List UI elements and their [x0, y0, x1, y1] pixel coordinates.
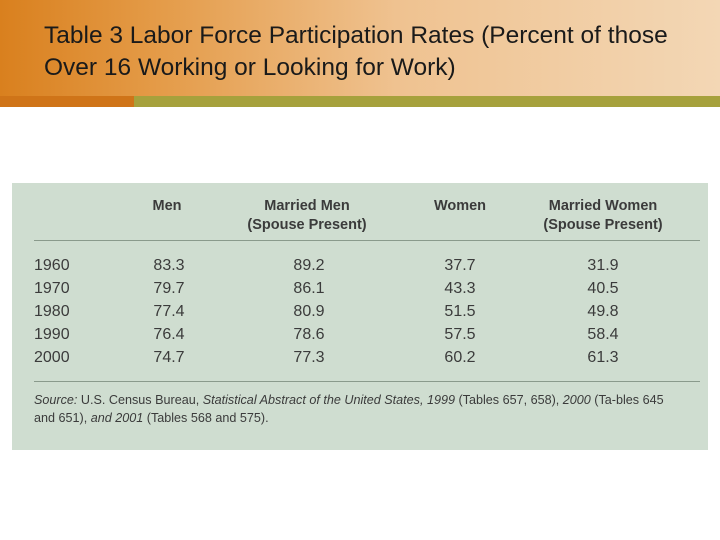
source-text: (Tables 657, 658), [454, 393, 563, 407]
header-line2: (Spouse Present) [543, 217, 663, 233]
accent-bar-olive [134, 96, 720, 107]
header-divider [34, 240, 700, 241]
row-year: 1990 [34, 326, 70, 343]
column-header-men: Men [122, 197, 212, 216]
table-cell: 58.4 [587, 326, 619, 343]
header-line2: Women [433, 198, 487, 214]
row-year: 1970 [34, 280, 70, 297]
table-cell: 77.3 [293, 349, 325, 366]
source-title: 2000 [562, 393, 591, 407]
table-cell: 49.8 [587, 303, 619, 320]
source-title: Statistical Abstract of the United State… [202, 393, 455, 407]
table-cell: 80.9 [293, 303, 325, 320]
source-text: (Ta-bles 645 and 651), [34, 393, 664, 425]
row-year: 1960 [34, 257, 70, 274]
slide-title: Table 3 Labor Force Participation Rates … [44, 22, 668, 81]
accent-bar-orange [0, 96, 134, 107]
source-label: Source: [34, 393, 78, 407]
table-cell: 83.3 [153, 257, 185, 274]
table-cell: 78.6 [293, 326, 325, 343]
row-year: 2000 [34, 349, 70, 366]
source-title: and 2001 [90, 411, 144, 425]
table-cell: 43.3 [444, 280, 476, 297]
column-header-married-women: Married Women (Spouse Present) [527, 197, 679, 235]
row-year: 1980 [34, 303, 70, 320]
table-cell: 89.2 [293, 257, 325, 274]
table-cell: 86.1 [293, 280, 325, 297]
table-cell: 61.3 [587, 349, 619, 366]
header-line2: Men [152, 198, 182, 214]
source-text: (Tables 568 and 575). [143, 411, 269, 425]
table-cell: 57.5 [444, 326, 476, 343]
header-line1: Married Men [264, 198, 350, 214]
table-cell: 76.4 [153, 326, 185, 343]
table-cell: 79.7 [153, 280, 185, 297]
header-line2: (Spouse Present) [247, 217, 367, 233]
title-banner [0, 0, 720, 107]
table-cell: 60.2 [444, 349, 476, 366]
table-cell: 37.7 [444, 257, 476, 274]
source-note: Source: U.S. Census Bureau, Statistical … [34, 391, 684, 427]
source-divider [34, 381, 700, 382]
source-text: U.S. Census Bureau, [77, 393, 203, 407]
data-table: Men Married Men (Spouse Present) Women M… [12, 183, 708, 450]
column-header-married-men: Married Men (Spouse Present) [232, 197, 382, 235]
table-cell: 31.9 [587, 257, 619, 274]
header-line1: Married Women [548, 198, 658, 214]
table-cell: 40.5 [587, 280, 619, 297]
table-cell: 51.5 [444, 303, 476, 320]
table-cell: 74.7 [153, 349, 185, 366]
table-cell: 77.4 [153, 303, 185, 320]
column-header-women: Women [412, 197, 508, 216]
